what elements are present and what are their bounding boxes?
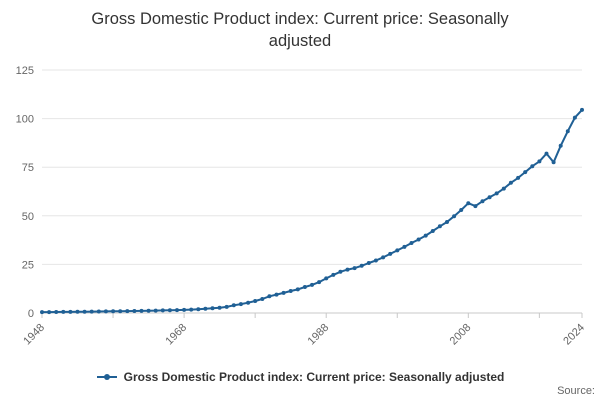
data-point-marker[interactable] (452, 214, 457, 219)
data-point-marker[interactable] (445, 220, 449, 224)
x-axis-tick-label: 1988 (306, 322, 332, 348)
data-point-marker[interactable] (558, 143, 563, 148)
data-point-marker[interactable] (459, 208, 464, 212)
data-point-marker[interactable] (274, 292, 279, 297)
chart-title-text: Gross Domestic Product index: Current pr… (91, 10, 509, 51)
data-point-marker[interactable] (139, 308, 144, 313)
data-point-marker[interactable] (430, 229, 435, 233)
y-axis-tick-label: 50 (22, 211, 34, 223)
data-point-marker[interactable] (381, 255, 386, 260)
x-axis-tick-label: 2008 (448, 322, 474, 348)
x-axis-tick-label: 1948 (21, 322, 47, 348)
data-point-marker[interactable] (153, 308, 158, 313)
source-credit: Source: (557, 385, 595, 397)
data-point-marker[interactable] (530, 164, 535, 169)
data-point-marker[interactable] (118, 309, 123, 314)
legend-item-gdp[interactable]: Gross Domestic Product index: Current pr… (96, 370, 505, 384)
y-axis-tick-label: 0 (28, 308, 34, 320)
data-point-marker[interactable] (494, 191, 499, 196)
data-point-marker[interactable] (267, 294, 272, 299)
data-point-marker[interactable] (331, 272, 336, 277)
data-point-marker[interactable] (160, 308, 165, 313)
data-point-marker[interactable] (317, 280, 322, 285)
data-point-marker[interactable] (437, 224, 442, 229)
data-point-marker[interactable] (68, 309, 73, 314)
data-point-marker[interactable] (132, 309, 137, 313)
data-point-marker[interactable] (572, 115, 577, 120)
y-axis-tick-label: 100 (16, 114, 34, 126)
data-point-marker[interactable] (402, 244, 407, 249)
data-point-marker[interactable] (175, 308, 179, 313)
data-point-marker[interactable] (61, 309, 66, 314)
legend-label: Gross Domestic Product index: Current pr… (123, 370, 505, 384)
data-point-marker[interactable] (167, 308, 172, 313)
data-point-marker[interactable] (182, 307, 187, 312)
data-point-marker[interactable] (423, 233, 428, 238)
data-point-marker[interactable] (487, 195, 492, 200)
data-point-marker[interactable] (544, 151, 549, 156)
data-point-marker[interactable] (565, 129, 570, 134)
data-point-marker[interactable] (388, 251, 393, 256)
data-point-marker[interactable] (196, 307, 201, 312)
y-axis-tick-label: 125 (16, 65, 34, 77)
data-point-marker[interactable] (89, 309, 94, 314)
data-point-marker[interactable] (295, 287, 300, 292)
data-point-marker[interactable] (537, 159, 542, 164)
x-axis-tick-label: 1968 (163, 322, 189, 348)
data-point-marker[interactable] (352, 266, 357, 271)
data-point-marker[interactable] (508, 180, 513, 185)
data-point-marker[interactable] (125, 309, 130, 314)
data-point-marker[interactable] (359, 263, 364, 268)
data-point-marker[interactable] (466, 201, 471, 206)
data-point-marker[interactable] (146, 308, 151, 313)
data-point-marker[interactable] (189, 307, 194, 312)
data-point-marker[interactable] (288, 289, 293, 293)
data-point-marker[interactable] (238, 302, 243, 307)
data-point-marker[interactable] (395, 248, 400, 253)
data-point-marker[interactable] (580, 107, 584, 112)
data-point-marker[interactable] (409, 241, 414, 245)
data-point-marker[interactable] (231, 303, 236, 308)
legend: Gross Domestic Product index: Current pr… (0, 370, 600, 384)
y-axis-tick-label: 75 (22, 162, 34, 174)
data-point-marker[interactable] (523, 170, 528, 175)
data-point-marker[interactable] (203, 306, 208, 311)
gdp-series-line[interactable] (41, 108, 583, 314)
data-point-marker[interactable] (416, 237, 421, 242)
data-point-marker[interactable] (345, 267, 350, 272)
data-point-marker[interactable] (246, 300, 251, 305)
data-point-marker[interactable] (366, 261, 371, 265)
legend-line-marker-icon (96, 371, 118, 383)
data-point-marker[interactable] (260, 297, 265, 301)
data-point-marker[interactable] (210, 306, 215, 311)
data-point-marker[interactable] (96, 309, 101, 314)
data-point-marker[interactable] (40, 310, 44, 315)
data-point-marker[interactable] (47, 310, 52, 315)
data-point-marker[interactable] (54, 310, 59, 314)
data-point-marker[interactable] (338, 269, 343, 274)
data-point-marker[interactable] (111, 309, 116, 314)
data-point-marker[interactable] (103, 309, 108, 314)
data-point-marker[interactable] (373, 258, 378, 263)
data-point-marker[interactable] (501, 186, 506, 191)
data-point-marker[interactable] (473, 204, 478, 209)
data-point-marker[interactable] (516, 175, 521, 180)
data-point-marker[interactable] (281, 290, 286, 295)
data-point-marker[interactable] (480, 199, 485, 204)
data-point-marker[interactable] (75, 309, 80, 314)
chart-title: Gross Domestic Product index: Current pr… (30, 8, 570, 53)
data-point-marker[interactable] (551, 160, 556, 165)
y-axis-tick-label: 25 (22, 259, 34, 271)
data-point-marker[interactable] (217, 305, 222, 310)
data-point-marker[interactable] (310, 282, 314, 287)
data-point-marker[interactable] (302, 285, 307, 289)
data-point-marker[interactable] (82, 309, 87, 314)
data-point-marker[interactable] (224, 304, 229, 309)
data-point-marker[interactable] (253, 299, 258, 303)
data-point-marker[interactable] (324, 276, 329, 281)
x-axis-tick-label: 2024 (561, 322, 587, 348)
